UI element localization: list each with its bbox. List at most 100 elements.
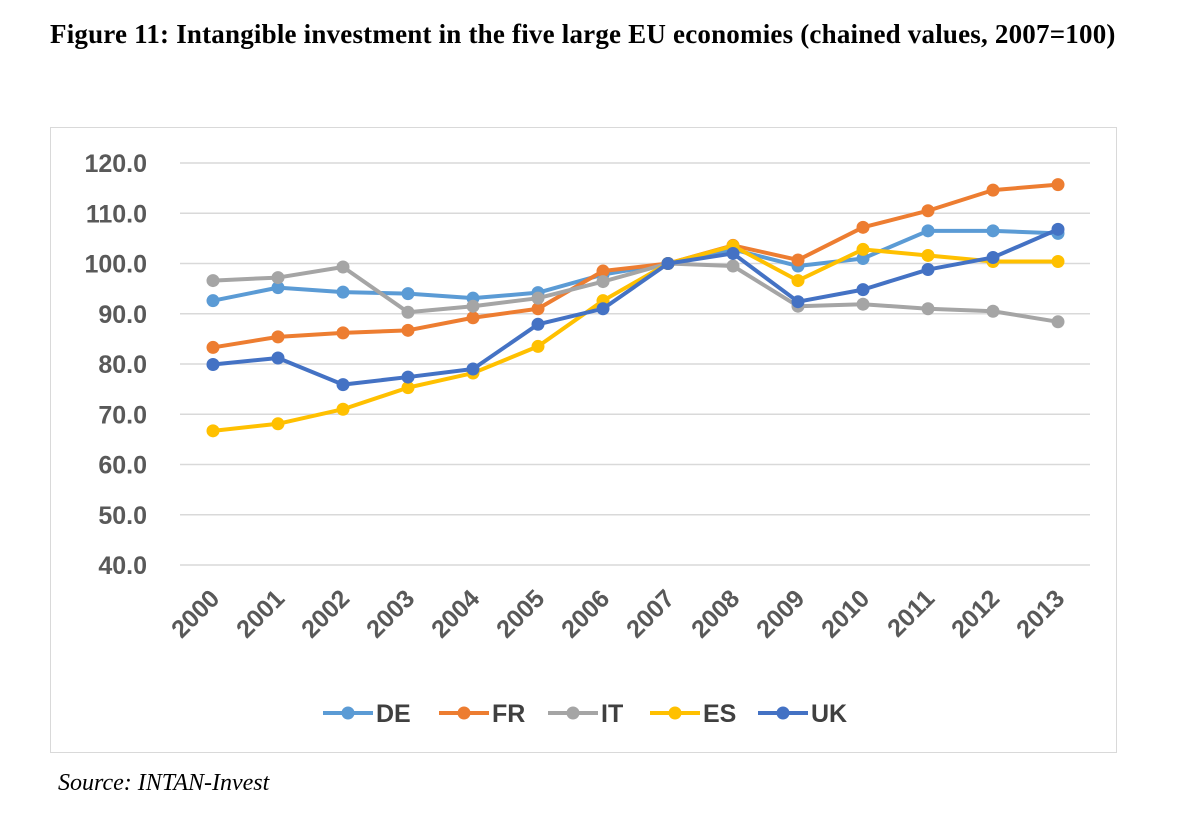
x-tick-label: 2003 <box>361 584 420 643</box>
y-tick-label: 90.0 <box>98 301 147 329</box>
y-tick-label: 40.0 <box>98 552 147 580</box>
data-point-it <box>401 305 415 319</box>
data-point-de <box>336 285 350 299</box>
x-tick-label: 2011 <box>882 584 940 642</box>
series-lines <box>206 178 1065 438</box>
x-tick-label: 2010 <box>816 584 875 643</box>
legend-item-uk: UK <box>758 700 847 728</box>
data-point-uk <box>596 302 610 316</box>
data-point-de <box>856 251 870 265</box>
series-uk <box>206 222 1065 392</box>
data-point-de <box>921 224 935 238</box>
data-point-es <box>336 402 350 416</box>
data-point-it <box>986 304 1000 318</box>
data-point-it <box>466 299 480 313</box>
data-point-es <box>401 381 415 395</box>
x-tick-label: 2000 <box>166 584 225 643</box>
data-point-uk <box>401 370 415 384</box>
data-point-it <box>206 274 220 288</box>
legend-label: ES <box>703 700 736 728</box>
data-point-es <box>921 248 935 262</box>
y-tick-label: 70.0 <box>98 401 147 429</box>
legend-marker <box>566 706 580 720</box>
y-tick-label: 120.0 <box>84 150 147 178</box>
y-tick-label: 110.0 <box>86 200 147 228</box>
data-point-it <box>596 275 610 289</box>
data-point-uk <box>726 246 740 260</box>
x-tick-label: 2002 <box>296 584 355 643</box>
data-point-uk <box>986 250 1000 264</box>
data-point-de <box>206 294 220 308</box>
data-point-uk <box>856 283 870 297</box>
data-point-uk <box>206 358 220 372</box>
series-it <box>206 257 1065 329</box>
legend: DE FR IT ES UK <box>323 700 847 728</box>
y-axis-ticks: 40.0 50.0 60.0 70.0 80.0 90.0 100.0 110.0 120.0 <box>84 150 147 580</box>
data-point-uk <box>1051 222 1065 236</box>
y-tick-label: 60.0 <box>98 452 147 480</box>
data-point-es <box>531 339 545 353</box>
series-es <box>206 239 1065 438</box>
data-point-it <box>921 302 935 316</box>
data-point-uk <box>921 263 935 277</box>
x-tick-label: 2009 <box>751 584 810 643</box>
data-point-it <box>271 271 285 285</box>
data-point-it <box>726 259 740 273</box>
legend-item-es: ES <box>650 700 736 728</box>
x-tick-label: 2012 <box>946 584 1005 643</box>
series-line-es <box>211 243 1060 433</box>
data-point-fr <box>336 326 350 340</box>
data-point-es <box>791 274 805 288</box>
x-axis-ticks: 2000 2001 2002 2003 2004 2005 2006 2007 2008 2009… <box>166 584 1070 643</box>
legend-marker <box>776 706 790 720</box>
source-note: Source: INTAN-Invest <box>58 770 270 796</box>
data-point-uk <box>271 351 285 365</box>
x-tick-label: 2001 <box>231 584 290 643</box>
data-point-fr <box>531 302 545 316</box>
series-fr <box>206 178 1065 354</box>
data-point-fr <box>596 264 610 278</box>
data-point-fr <box>986 183 1000 197</box>
y-tick-label: 100.0 <box>84 251 147 279</box>
data-point-es <box>271 417 285 431</box>
data-point-uk <box>531 317 545 331</box>
x-tick-label: 2008 <box>686 584 745 643</box>
data-point-uk <box>661 257 675 270</box>
data-point-fr <box>466 311 480 325</box>
gridlines <box>180 162 1090 566</box>
series-line-it <box>211 261 1060 324</box>
legend-item-fr: FR <box>439 700 525 728</box>
legend-item-de: DE <box>323 700 411 728</box>
data-point-fr <box>791 253 805 267</box>
x-tick-label: 2004 <box>426 584 485 643</box>
data-point-es <box>1051 254 1065 268</box>
data-point-uk <box>336 378 350 392</box>
data-point-fr <box>271 330 285 344</box>
data-point-uk <box>466 362 480 376</box>
legend-marker <box>668 706 682 720</box>
data-point-es <box>856 242 870 256</box>
legend-item-it: IT <box>548 700 623 728</box>
x-tick-label: 2013 <box>1011 584 1070 643</box>
data-point-it <box>856 297 870 311</box>
data-point-de <box>986 224 1000 238</box>
legend-label: IT <box>601 700 623 728</box>
legend-marker <box>341 706 355 720</box>
legend-label: DE <box>376 700 411 728</box>
data-point-fr <box>401 323 415 337</box>
data-point-fr <box>856 220 870 234</box>
x-tick-label: 2005 <box>491 584 550 643</box>
data-point-es <box>206 424 220 438</box>
y-tick-label: 50.0 <box>98 502 147 530</box>
figure-caption: Figure 11: Intangible investment in the … <box>50 19 1116 49</box>
y-tick-label: 80.0 <box>98 351 147 379</box>
legend-label: FR <box>492 700 525 728</box>
data-point-fr <box>206 340 220 354</box>
series-line-uk <box>211 227 1060 387</box>
data-point-fr <box>1051 178 1065 192</box>
data-point-uk <box>791 295 805 309</box>
data-point-it <box>336 260 350 274</box>
data-point-it <box>1051 315 1065 329</box>
data-point-fr <box>921 204 935 218</box>
